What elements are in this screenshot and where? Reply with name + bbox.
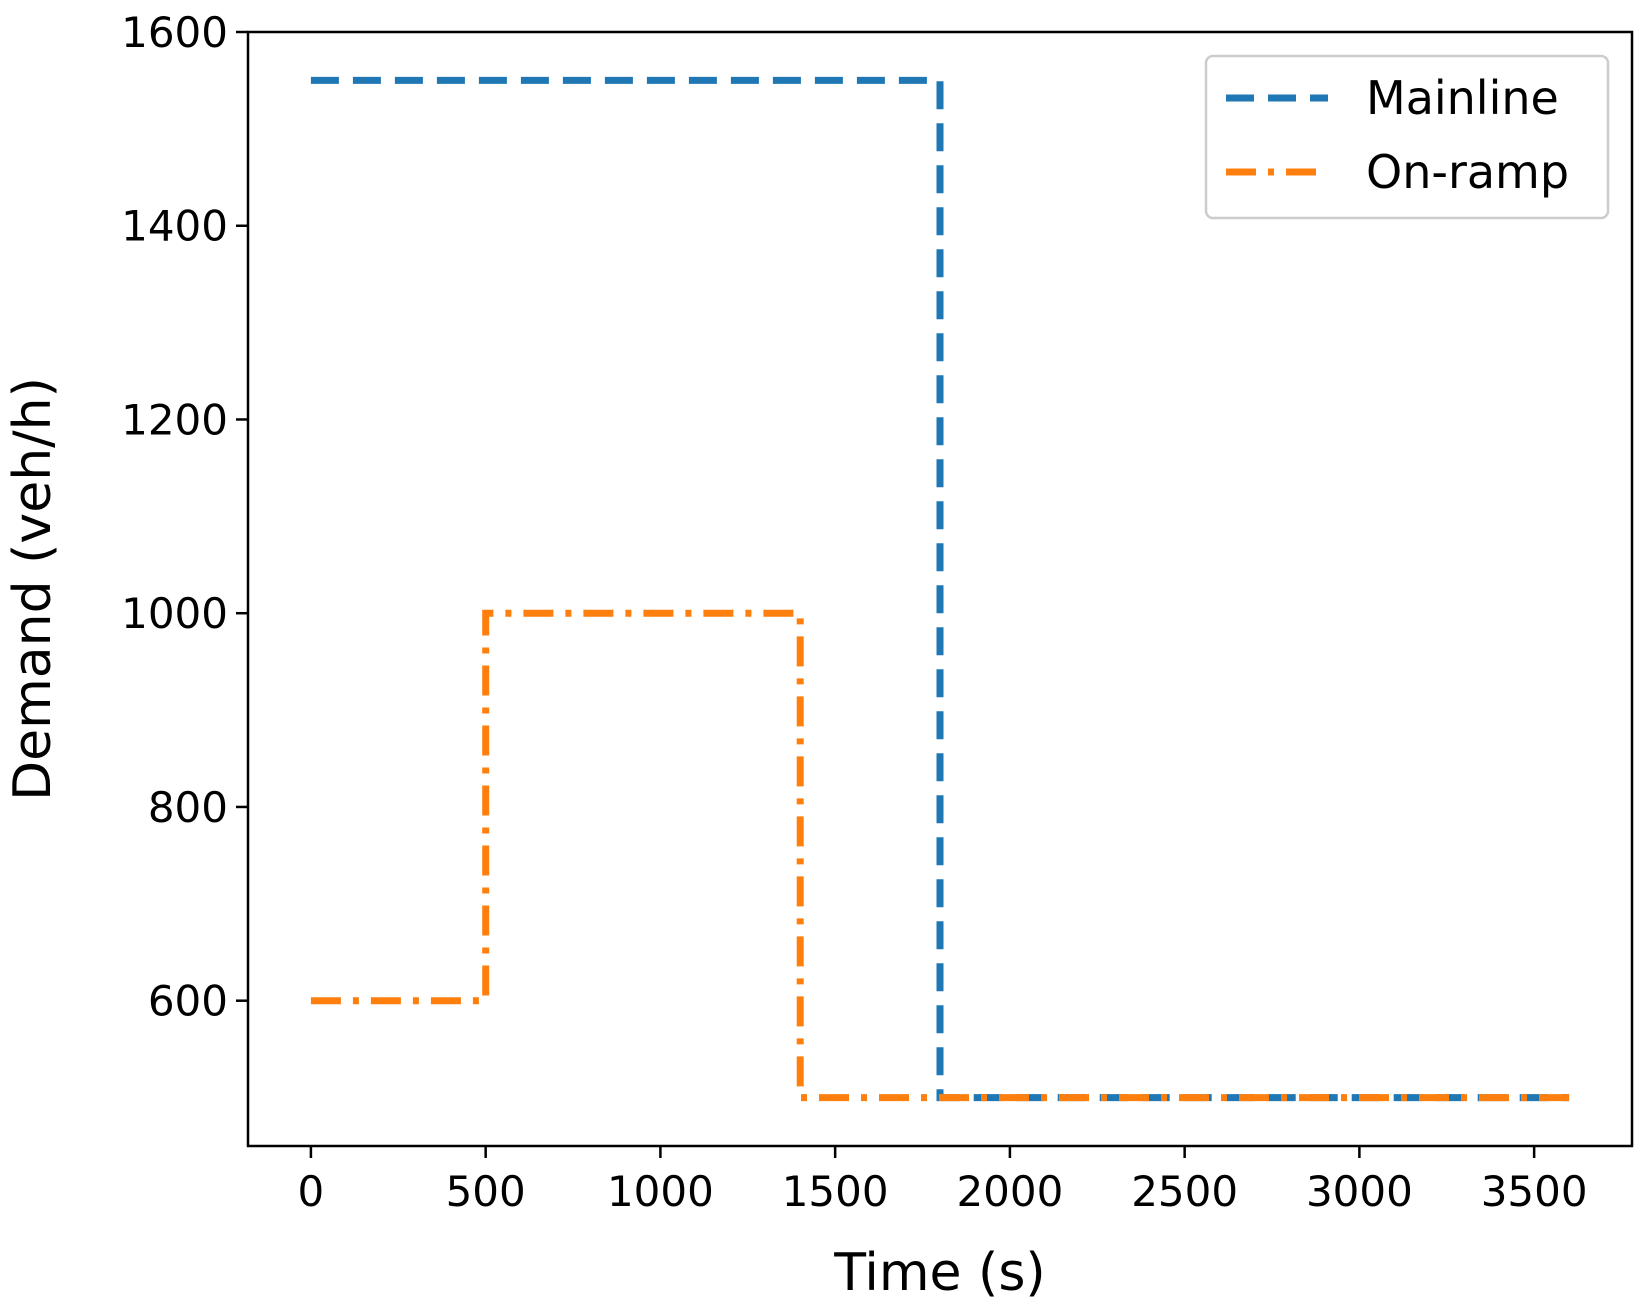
x-tick-label: 2500 [1131,1167,1238,1216]
legend-label: Mainline [1366,71,1559,125]
x-tick-label: 1000 [607,1167,714,1216]
x-tick-label: 500 [446,1167,526,1216]
series-layer [310,76,1570,1102]
y-axis: 600 800 1000 1200 1400 1600 [121,8,248,1026]
x-axis: 0 500 1000 1500 2000 2500 3000 3500 [298,1146,1588,1216]
legend-label: On-ramp [1366,145,1569,199]
x-tick-label: 3500 [1481,1167,1588,1216]
y-tick-label: 1200 [121,395,228,444]
x-tick-label: 2000 [956,1167,1063,1216]
series-line-on-ramp [310,609,1570,1102]
legend: Mainline On-ramp [1204,54,1610,220]
y-tick-label: 1400 [121,202,228,251]
y-tick-label: 800 [148,783,228,832]
y-axis-label: Demand (veh/h) [3,377,63,801]
y-tick-label: 1600 [121,8,228,57]
x-tick-label: 1500 [782,1167,889,1216]
x-tick-label: 0 [298,1167,325,1216]
y-tick-label: 1000 [121,589,228,638]
x-axis-label: Time (s) [833,1243,1045,1303]
series-line-mainline [310,76,1570,1102]
legend-box [1204,54,1610,220]
plot-frame [246,30,1634,1148]
x-tick-label: 3000 [1306,1167,1413,1216]
y-tick-label: 600 [148,977,228,1026]
